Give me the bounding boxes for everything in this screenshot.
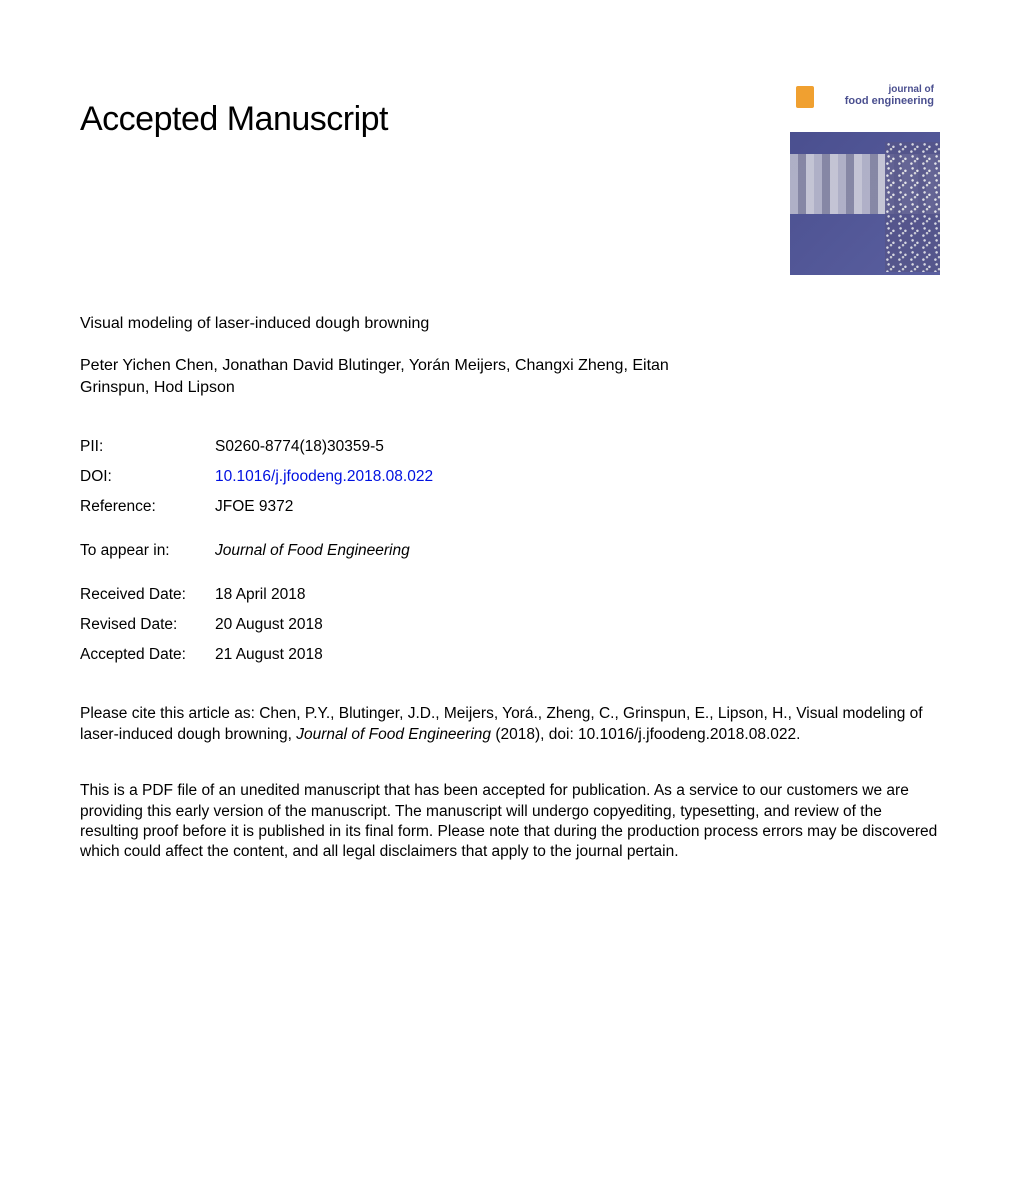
date-row-received: Received Date: 18 April 2018	[80, 586, 940, 604]
pii-value: S0260-8774(18)30359-5	[215, 438, 940, 456]
received-label: Received Date:	[80, 586, 215, 604]
meta-row-doi: DOI: 10.1016/j.jfoodeng.2018.08.022	[80, 468, 940, 486]
cover-header: journal of food engineering	[790, 80, 940, 132]
date-row-accepted: Accepted Date: 21 August 2018	[80, 646, 940, 664]
metadata-block: PII: S0260-8774(18)30359-5 DOI: 10.1016/…	[80, 438, 940, 516]
revised-label: Revised Date:	[80, 616, 215, 634]
revised-value: 20 August 2018	[215, 616, 940, 634]
article-title: Visual modeling of laser-induced dough b…	[80, 315, 940, 333]
publisher-logo-icon	[796, 86, 814, 108]
to-appear-value: Journal of Food Engineering	[215, 542, 940, 560]
authors-list: Peter Yichen Chen, Jonathan David Blutin…	[80, 355, 710, 398]
doi-label: DOI:	[80, 468, 215, 486]
to-appear-row: To appear in: Journal of Food Engineerin…	[80, 542, 940, 560]
cover-journal-line1: journal of	[796, 84, 934, 95]
cover-journal-line2: food engineering	[796, 95, 934, 107]
citation-journal: Journal of Food Engineering	[296, 726, 491, 743]
doi-link[interactable]: 10.1016/j.jfoodeng.2018.08.022	[215, 468, 940, 486]
journal-cover-thumbnail: journal of food engineering	[790, 80, 940, 275]
cover-texture	[885, 142, 940, 272]
to-appear-label: To appear in:	[80, 542, 215, 560]
received-value: 18 April 2018	[215, 586, 940, 604]
citation-suffix: (2018), doi: 10.1016/j.jfoodeng.2018.08.…	[491, 726, 800, 743]
pii-label: PII:	[80, 438, 215, 456]
page-heading: Accepted Manuscript	[80, 100, 388, 139]
cover-journal-name: journal of food engineering	[796, 84, 934, 107]
reference-label: Reference:	[80, 498, 215, 516]
cover-body	[790, 132, 940, 275]
citation-text: Please cite this article as: Chen, P.Y.,…	[80, 704, 940, 745]
dates-block: Received Date: 18 April 2018 Revised Dat…	[80, 586, 940, 664]
meta-row-reference: Reference: JFOE 9372	[80, 498, 940, 516]
accepted-label: Accepted Date:	[80, 646, 215, 664]
disclaimer-text: This is a PDF file of an unedited manusc…	[80, 781, 940, 863]
date-row-revised: Revised Date: 20 August 2018	[80, 616, 940, 634]
reference-value: JFOE 9372	[215, 498, 940, 516]
meta-row-pii: PII: S0260-8774(18)30359-5	[80, 438, 940, 456]
accepted-value: 21 August 2018	[215, 646, 940, 664]
